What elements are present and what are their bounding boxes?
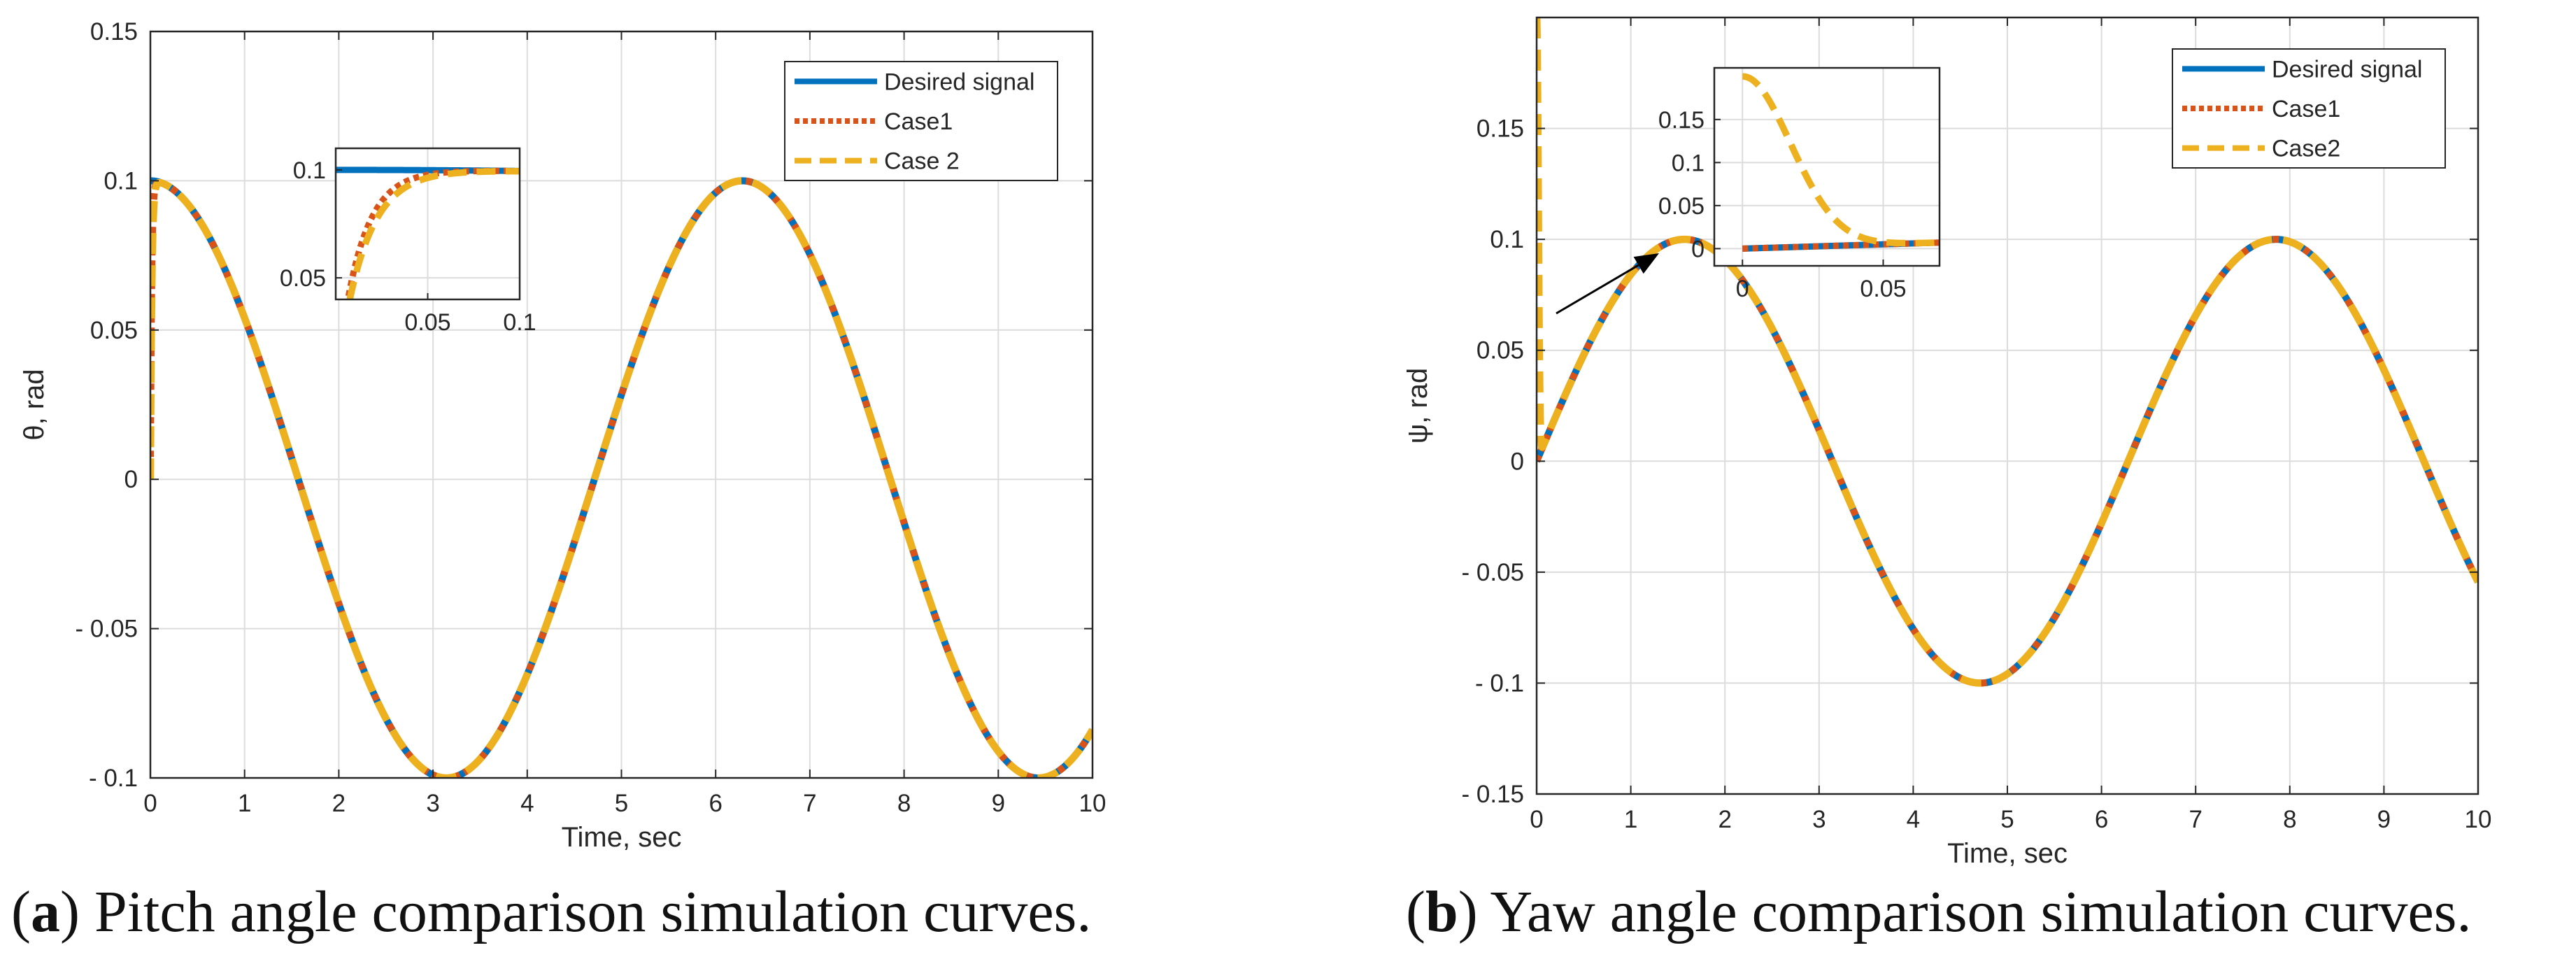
yaw-xtick-label-9: 9 — [2377, 806, 2391, 833]
caption-a-text: ) Pitch angle comparison simulation curv… — [59, 879, 1092, 944]
yaw-legend-label-3: Case2 — [2272, 136, 2340, 162]
yaw-inset-ytick-label-0: 0 — [1691, 236, 1705, 262]
yaw-ylabel: ψ, rad — [1402, 368, 1433, 444]
yaw-arrow-line — [1556, 257, 1650, 315]
pitch-xtick-label-10: 10 — [1079, 790, 1106, 817]
caption-a-open: ( — [11, 879, 31, 944]
pitch-inset: 0.05 0.1 0.05 0.1 — [280, 147, 536, 336]
yaw-arrow-head — [1633, 253, 1659, 274]
yaw-ytick-label-6: 0.15 — [1476, 115, 1524, 143]
pitch-legend-label-2: Case1 — [884, 108, 953, 135]
yaw-inset-ytick-label-1: 0.05 — [1658, 193, 1705, 220]
yaw-inset-series-2 — [1739, 239, 1940, 252]
yaw-inset: 0 0.05 0 0.05 0.1 0.15 — [1658, 66, 1941, 302]
pitch-ytick-label-4: 0.1 — [104, 167, 138, 194]
pitch-chart: 0 1 2 3 4 5 6 7 8 9 10 - 0.1 - 0.05 0 0.05 0.1 0.15 Time,… — [19, 18, 1106, 853]
yaw-legend-label-2: Case1 — [2272, 96, 2340, 122]
pitch-ytick-label-0: - 0.1 — [89, 765, 138, 792]
pitch-series-3 — [150, 177, 1093, 778]
pitch-inset-ytick-label-0: 0.05 — [280, 265, 326, 292]
yaw-xtick-label-0: 0 — [1530, 806, 1543, 833]
pitch-xtick-label-1: 1 — [238, 790, 251, 817]
caption-a: (a) Pitch angle comparison simulation cu… — [11, 883, 1091, 942]
yaw-inset-xtick-label-1: 0.05 — [1860, 276, 1906, 302]
pitch-inset-curves — [336, 166, 520, 299]
caption-b-letter: b — [1425, 879, 1458, 944]
pitch-ytick-label-5: 0.15 — [90, 18, 138, 45]
yaw-xtick-label-6: 6 — [2095, 806, 2108, 833]
yaw-ytick-label-4: 0.05 — [1476, 337, 1524, 364]
pitch-legend-label-3: Case 2 — [884, 148, 960, 175]
yaw-xtick-label-10: 10 — [2465, 806, 2492, 833]
caption-b-open: ( — [1406, 879, 1425, 944]
caption-b: (b) Yaw angle comparison simulation curv… — [1406, 883, 2471, 942]
pitch-curves — [150, 177, 1093, 778]
pitch-xtick-label-3: 3 — [426, 790, 439, 817]
yaw-inset-bg — [1714, 68, 1940, 266]
pitch-xtick-label-2: 2 — [332, 790, 346, 817]
yaw-inset-ytick-label-3: 0.15 — [1658, 107, 1705, 134]
pitch-ytick-label-1: - 0.05 — [76, 616, 138, 643]
pitch-xtick-label-7: 7 — [803, 790, 816, 817]
yaw-ytick-label-5: 0.1 — [1490, 226, 1524, 253]
yaw-xtick-label-8: 8 — [2283, 806, 2296, 833]
yaw-xtick-label-1: 1 — [1624, 806, 1637, 833]
caption-a-letter: a — [30, 879, 60, 944]
pitch-legend: Desired signal Case1 Case 2 — [784, 61, 1058, 181]
pitch-ytick-label-2: 0 — [124, 466, 138, 493]
yaw-ytick-label-2: - 0.05 — [1462, 559, 1525, 586]
pitch-xtick-label-0: 0 — [143, 790, 157, 817]
yaw-legend: Desired signal Case1 Case2 — [2172, 48, 2446, 169]
pitch-xtick-label-8: 8 — [897, 790, 911, 817]
yaw-inset-curves — [1739, 73, 1940, 252]
pitch-inset-ytick-label-1: 0.1 — [293, 157, 326, 184]
yaw-legend-label-1: Desired signal — [2272, 56, 2422, 83]
yaw-ytick-label-3: 0 — [1511, 448, 1524, 475]
yaw-inset-xtick-label-0: 0 — [1736, 276, 1749, 302]
pitch-xtick-label-4: 4 — [520, 790, 534, 817]
pitch-xtick-label-5: 5 — [615, 790, 628, 817]
yaw-xtick-label-4: 4 — [1907, 806, 1920, 833]
caption-b-text: ) Yaw angle comparison simulation curves… — [1458, 879, 2472, 944]
yaw-inset-frame — [1713, 66, 1941, 267]
yaw-inset-series-3 — [1739, 73, 1940, 247]
yaw-xtick-label-3: 3 — [1812, 806, 1826, 833]
pitch-inset-xtick-label-0: 0.05 — [404, 309, 450, 336]
yaw-xtick-label-5: 5 — [2000, 806, 2014, 833]
yaw-ytick-label-0: - 0.15 — [1462, 781, 1525, 808]
pitch-inset-xtick-label-1: 0.1 — [503, 309, 536, 336]
pitch-legend-label-1: Desired signal — [884, 69, 1034, 95]
pitch-ylabel: θ, rad — [19, 369, 50, 440]
pitch-inset-series-3 — [346, 168, 520, 299]
yaw-xtick-label-7: 7 — [2189, 806, 2202, 833]
yaw-curves — [1537, 17, 2478, 687]
yaw-ytick-label-1: - 0.1 — [1475, 669, 1524, 697]
pitch-xlabel: Time, sec — [562, 822, 682, 853]
pitch-ytick-label-3: 0.05 — [90, 317, 138, 344]
yaw-xlabel: Time, sec — [1947, 838, 2068, 869]
yaw-xtick-label-2: 2 — [1718, 806, 1731, 833]
pitch-xtick-label-9: 9 — [992, 790, 1005, 817]
yaw-series-3 — [1537, 17, 2478, 687]
yaw-chart: 0 1 2 3 4 5 6 7 8 9 10 - 0.15 - 0.1 - 0.05 0 0.05 0.1 0.1… — [1402, 16, 2492, 869]
pitch-xtick-label-6: 6 — [709, 790, 722, 817]
yaw-inset-ytick-label-2: 0.1 — [1672, 150, 1705, 176]
